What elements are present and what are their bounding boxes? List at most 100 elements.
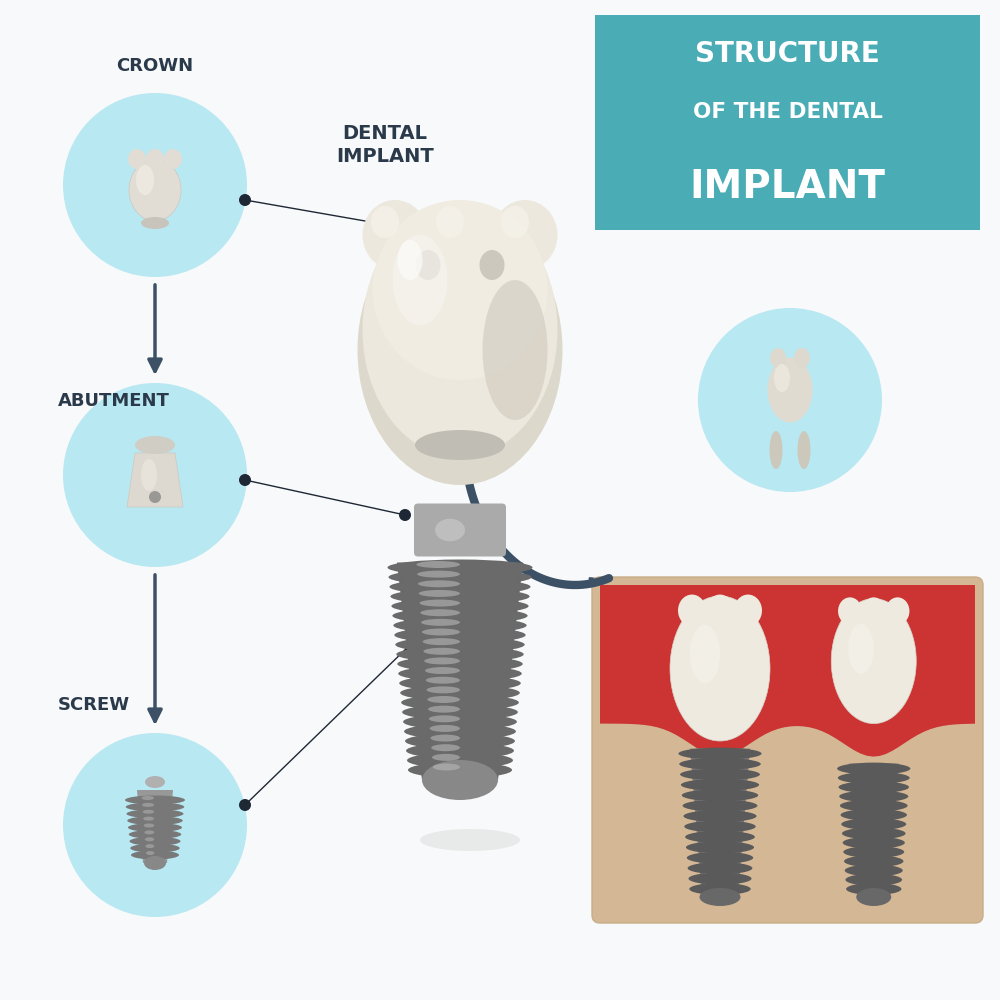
Ellipse shape [126, 802, 184, 811]
Ellipse shape [886, 597, 909, 625]
Ellipse shape [394, 627, 526, 643]
Polygon shape [696, 749, 712, 897]
Ellipse shape [400, 685, 520, 701]
Text: IMPLANT: IMPLANT [690, 168, 886, 206]
Circle shape [239, 474, 251, 486]
Ellipse shape [149, 491, 161, 503]
Ellipse shape [700, 888, 740, 906]
Ellipse shape [389, 579, 531, 595]
Ellipse shape [430, 725, 460, 732]
Ellipse shape [425, 667, 460, 674]
Circle shape [63, 383, 247, 567]
Circle shape [404, 639, 416, 651]
Ellipse shape [372, 200, 548, 380]
Ellipse shape [687, 852, 753, 864]
Ellipse shape [143, 817, 154, 821]
Ellipse shape [770, 348, 786, 368]
Ellipse shape [415, 430, 505, 460]
Ellipse shape [845, 874, 902, 886]
Ellipse shape [144, 824, 154, 828]
Ellipse shape [427, 696, 460, 703]
Text: CROWN: CROWN [116, 57, 194, 75]
Ellipse shape [131, 850, 179, 859]
Ellipse shape [401, 694, 519, 710]
Ellipse shape [848, 624, 874, 674]
Ellipse shape [844, 855, 903, 867]
Polygon shape [397, 562, 523, 780]
Ellipse shape [845, 864, 903, 876]
Ellipse shape [390, 588, 530, 604]
Ellipse shape [685, 831, 755, 843]
Ellipse shape [371, 206, 399, 238]
Ellipse shape [431, 744, 460, 751]
Ellipse shape [681, 779, 759, 791]
Ellipse shape [126, 809, 184, 818]
Ellipse shape [436, 206, 464, 238]
Ellipse shape [839, 790, 908, 802]
Ellipse shape [164, 149, 182, 169]
Polygon shape [127, 453, 183, 507]
Ellipse shape [682, 789, 758, 801]
Ellipse shape [404, 723, 516, 739]
Ellipse shape [143, 810, 154, 814]
Ellipse shape [130, 844, 180, 853]
Ellipse shape [770, 431, 782, 469]
Ellipse shape [407, 752, 513, 768]
Ellipse shape [402, 704, 518, 720]
Ellipse shape [125, 796, 185, 804]
Ellipse shape [421, 619, 460, 626]
Ellipse shape [428, 706, 460, 713]
Circle shape [239, 799, 251, 811]
Ellipse shape [392, 608, 528, 624]
Ellipse shape [843, 837, 905, 849]
Ellipse shape [397, 656, 523, 672]
Ellipse shape [492, 200, 558, 270]
Ellipse shape [393, 235, 448, 325]
Polygon shape [415, 562, 449, 780]
Ellipse shape [841, 818, 906, 830]
Ellipse shape [678, 595, 706, 626]
Ellipse shape [388, 560, 532, 576]
Ellipse shape [424, 657, 460, 664]
Text: ABUTMENT: ABUTMENT [58, 392, 170, 410]
Ellipse shape [145, 776, 165, 788]
Ellipse shape [794, 348, 810, 368]
Polygon shape [855, 764, 869, 897]
Ellipse shape [362, 202, 558, 458]
Ellipse shape [142, 796, 154, 800]
Ellipse shape [419, 590, 460, 597]
Ellipse shape [678, 748, 762, 760]
Ellipse shape [768, 358, 812, 422]
Ellipse shape [388, 569, 532, 585]
Polygon shape [600, 585, 975, 757]
Ellipse shape [683, 810, 757, 822]
Ellipse shape [141, 459, 157, 491]
Ellipse shape [680, 768, 760, 780]
Ellipse shape [417, 571, 460, 578]
Text: DENTAL
IMPLANT: DENTAL IMPLANT [336, 124, 434, 166]
Ellipse shape [690, 625, 720, 683]
Ellipse shape [430, 735, 460, 742]
Ellipse shape [846, 883, 901, 895]
Ellipse shape [127, 816, 183, 825]
Ellipse shape [837, 763, 910, 775]
FancyBboxPatch shape [414, 504, 506, 556]
Text: HEALTHY
TOOTH: HEALTHY TOOTH [750, 577, 840, 617]
Ellipse shape [422, 760, 498, 800]
Ellipse shape [398, 240, 423, 280]
Ellipse shape [396, 646, 524, 662]
Ellipse shape [418, 580, 460, 587]
Ellipse shape [838, 772, 910, 784]
Ellipse shape [840, 800, 908, 812]
Ellipse shape [480, 250, 505, 280]
Ellipse shape [398, 666, 522, 682]
Ellipse shape [422, 629, 460, 636]
Ellipse shape [856, 888, 891, 906]
Ellipse shape [420, 829, 520, 851]
FancyBboxPatch shape [595, 15, 980, 230]
Circle shape [399, 509, 411, 521]
Ellipse shape [142, 803, 154, 807]
Ellipse shape [144, 856, 166, 870]
Ellipse shape [136, 165, 154, 195]
Ellipse shape [128, 823, 182, 832]
